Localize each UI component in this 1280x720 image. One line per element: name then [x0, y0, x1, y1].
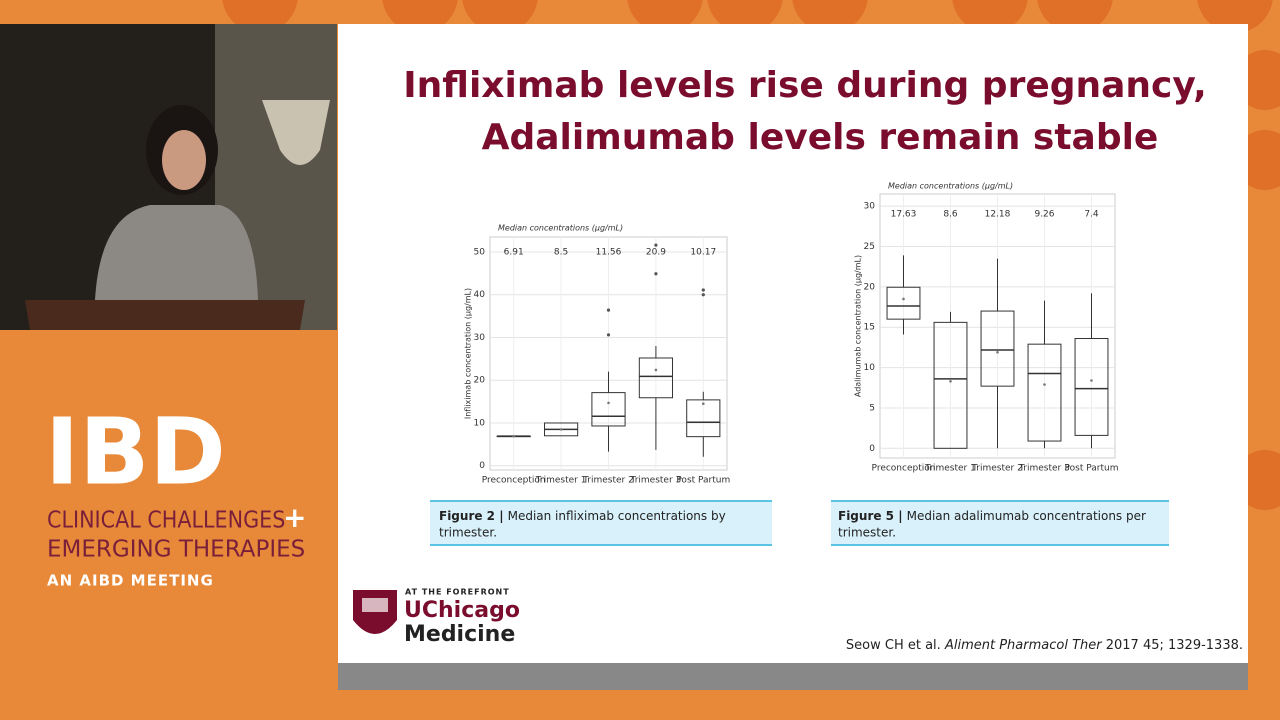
median-label: 10.17	[690, 248, 716, 258]
box	[1027, 343, 1062, 442]
mean-point	[512, 434, 515, 438]
caption-figure: Figure 5 |	[838, 509, 903, 523]
outlier	[701, 293, 705, 297]
caption-figure: Figure 2 |	[439, 509, 504, 523]
outlier	[701, 288, 705, 292]
median-label: 11.56	[596, 248, 622, 258]
y-axis-label: Infliximab concentration (μg/mL)	[464, 288, 473, 419]
outlier	[606, 333, 611, 337]
y-tick-label: 50	[474, 247, 486, 257]
y-tick-label: 10	[864, 363, 876, 373]
mean-point	[996, 350, 999, 354]
box	[638, 357, 673, 399]
slide-title: Adalimumab levels remain stable	[482, 117, 1159, 158]
mean-point	[1043, 383, 1046, 386]
brand-plus: +	[283, 501, 306, 534]
y-tick-label: 30	[864, 202, 876, 212]
caption-text: trimester.	[439, 526, 497, 540]
x-tick-label: Post Partum	[676, 476, 730, 486]
brand-line: EMERGING THERAPIES	[47, 537, 305, 563]
mean-point	[607, 401, 610, 405]
caption-text: Median infliximab concentrations by	[508, 509, 726, 523]
y-tick-label: 40	[474, 290, 486, 300]
logo-tagline: AT THE FOREFRONT	[405, 588, 510, 597]
chart-subtitle: Median concentrations (μg/mL)	[498, 224, 623, 233]
reference-details: 2017 45; 1329-1338.	[1106, 638, 1243, 653]
box	[886, 286, 921, 320]
x-tick-label: Trimester 1	[535, 476, 587, 486]
x-tick-label: Post Partum	[1065, 464, 1119, 474]
y-tick-label: 5	[869, 403, 875, 413]
logo-text: Medicine	[404, 622, 515, 647]
outlier	[654, 272, 658, 276]
x-tick-label: Trimester 2	[582, 476, 634, 486]
box	[980, 310, 1015, 387]
logo: AT THE FOREFRONT UChicago Medicine	[353, 588, 520, 647]
median-label: 20.9	[646, 248, 666, 258]
y-tick-label: 15	[864, 323, 875, 333]
reference-authors: Seow CH et al.	[846, 638, 941, 653]
outlier	[606, 308, 611, 312]
y-tick-label: 20	[864, 282, 876, 292]
y-tick-label: 10	[474, 418, 486, 428]
mean-point	[702, 402, 705, 406]
mean-point	[1090, 379, 1093, 382]
logo-text: UChicago	[404, 598, 520, 623]
median-label: 8.6	[943, 210, 958, 220]
box	[686, 399, 721, 438]
median-label: 12.18	[985, 210, 1011, 220]
slide-footer-bar	[338, 663, 1248, 690]
median-label: 6.91	[504, 248, 524, 258]
y-axis-label: Adalimumab concentration (μg/mL)	[854, 255, 863, 397]
mean-point	[902, 297, 905, 301]
median-label: 9.26	[1034, 210, 1054, 220]
x-tick-label: Trimester 1	[924, 464, 976, 474]
mean-point	[949, 380, 952, 383]
svg-text:Figure 2 |Median infliximab co: Figure 2 | Median infliximab concentratio…	[439, 509, 726, 523]
chart-subtitle: Median concentrations (μg/mL)	[888, 182, 1013, 191]
median-label: 8.5	[554, 248, 568, 258]
reference: Seow CH et al. Aliment Pharmacol Ther 20…	[846, 638, 1243, 653]
caption: Figure 5 | Median adalimumab concentratio…	[831, 500, 1169, 546]
median-label: 17.63	[891, 210, 917, 220]
reference-journal: Aliment Pharmacol Ther	[944, 638, 1103, 653]
outlier	[654, 243, 658, 247]
box	[1074, 338, 1109, 436]
box	[591, 392, 626, 427]
y-tick-label: 0	[479, 461, 485, 471]
y-tick-label: 0	[869, 444, 875, 454]
x-tick-label: Trimester 3	[1018, 464, 1070, 474]
x-tick-label: Trimester 2	[971, 464, 1023, 474]
caption-text: trimester.	[838, 526, 896, 540]
video-panel	[0, 24, 337, 330]
x-tick-label: Trimester 3	[630, 476, 682, 486]
y-tick-label: 30	[474, 333, 486, 343]
caption-text: Median adalimumab concentrations per	[907, 509, 1146, 523]
mean-point	[654, 368, 658, 372]
y-tick-label: 20	[474, 376, 486, 386]
brand-line: CLINICAL CHALLENGES	[47, 508, 285, 534]
caption: Figure 2 | Median infliximab concentratio…	[430, 500, 772, 546]
x-tick-label: Preconception	[872, 464, 936, 474]
brand-line: AN AIBD MEETING	[47, 572, 214, 590]
slide-title: Infliximab levels rise during pregnancy,	[403, 65, 1207, 106]
x-tick-label: Preconception	[482, 476, 546, 486]
mean-point	[559, 428, 563, 431]
box	[933, 321, 968, 449]
brand-ibd: IBD	[45, 398, 226, 505]
y-tick-label: 25	[864, 242, 875, 252]
median-label: 7.4	[1084, 210, 1099, 220]
svg-text:Figure 5 |Median adalimumab co: Figure 5 | Median adalimumab concentratio…	[838, 509, 1146, 523]
